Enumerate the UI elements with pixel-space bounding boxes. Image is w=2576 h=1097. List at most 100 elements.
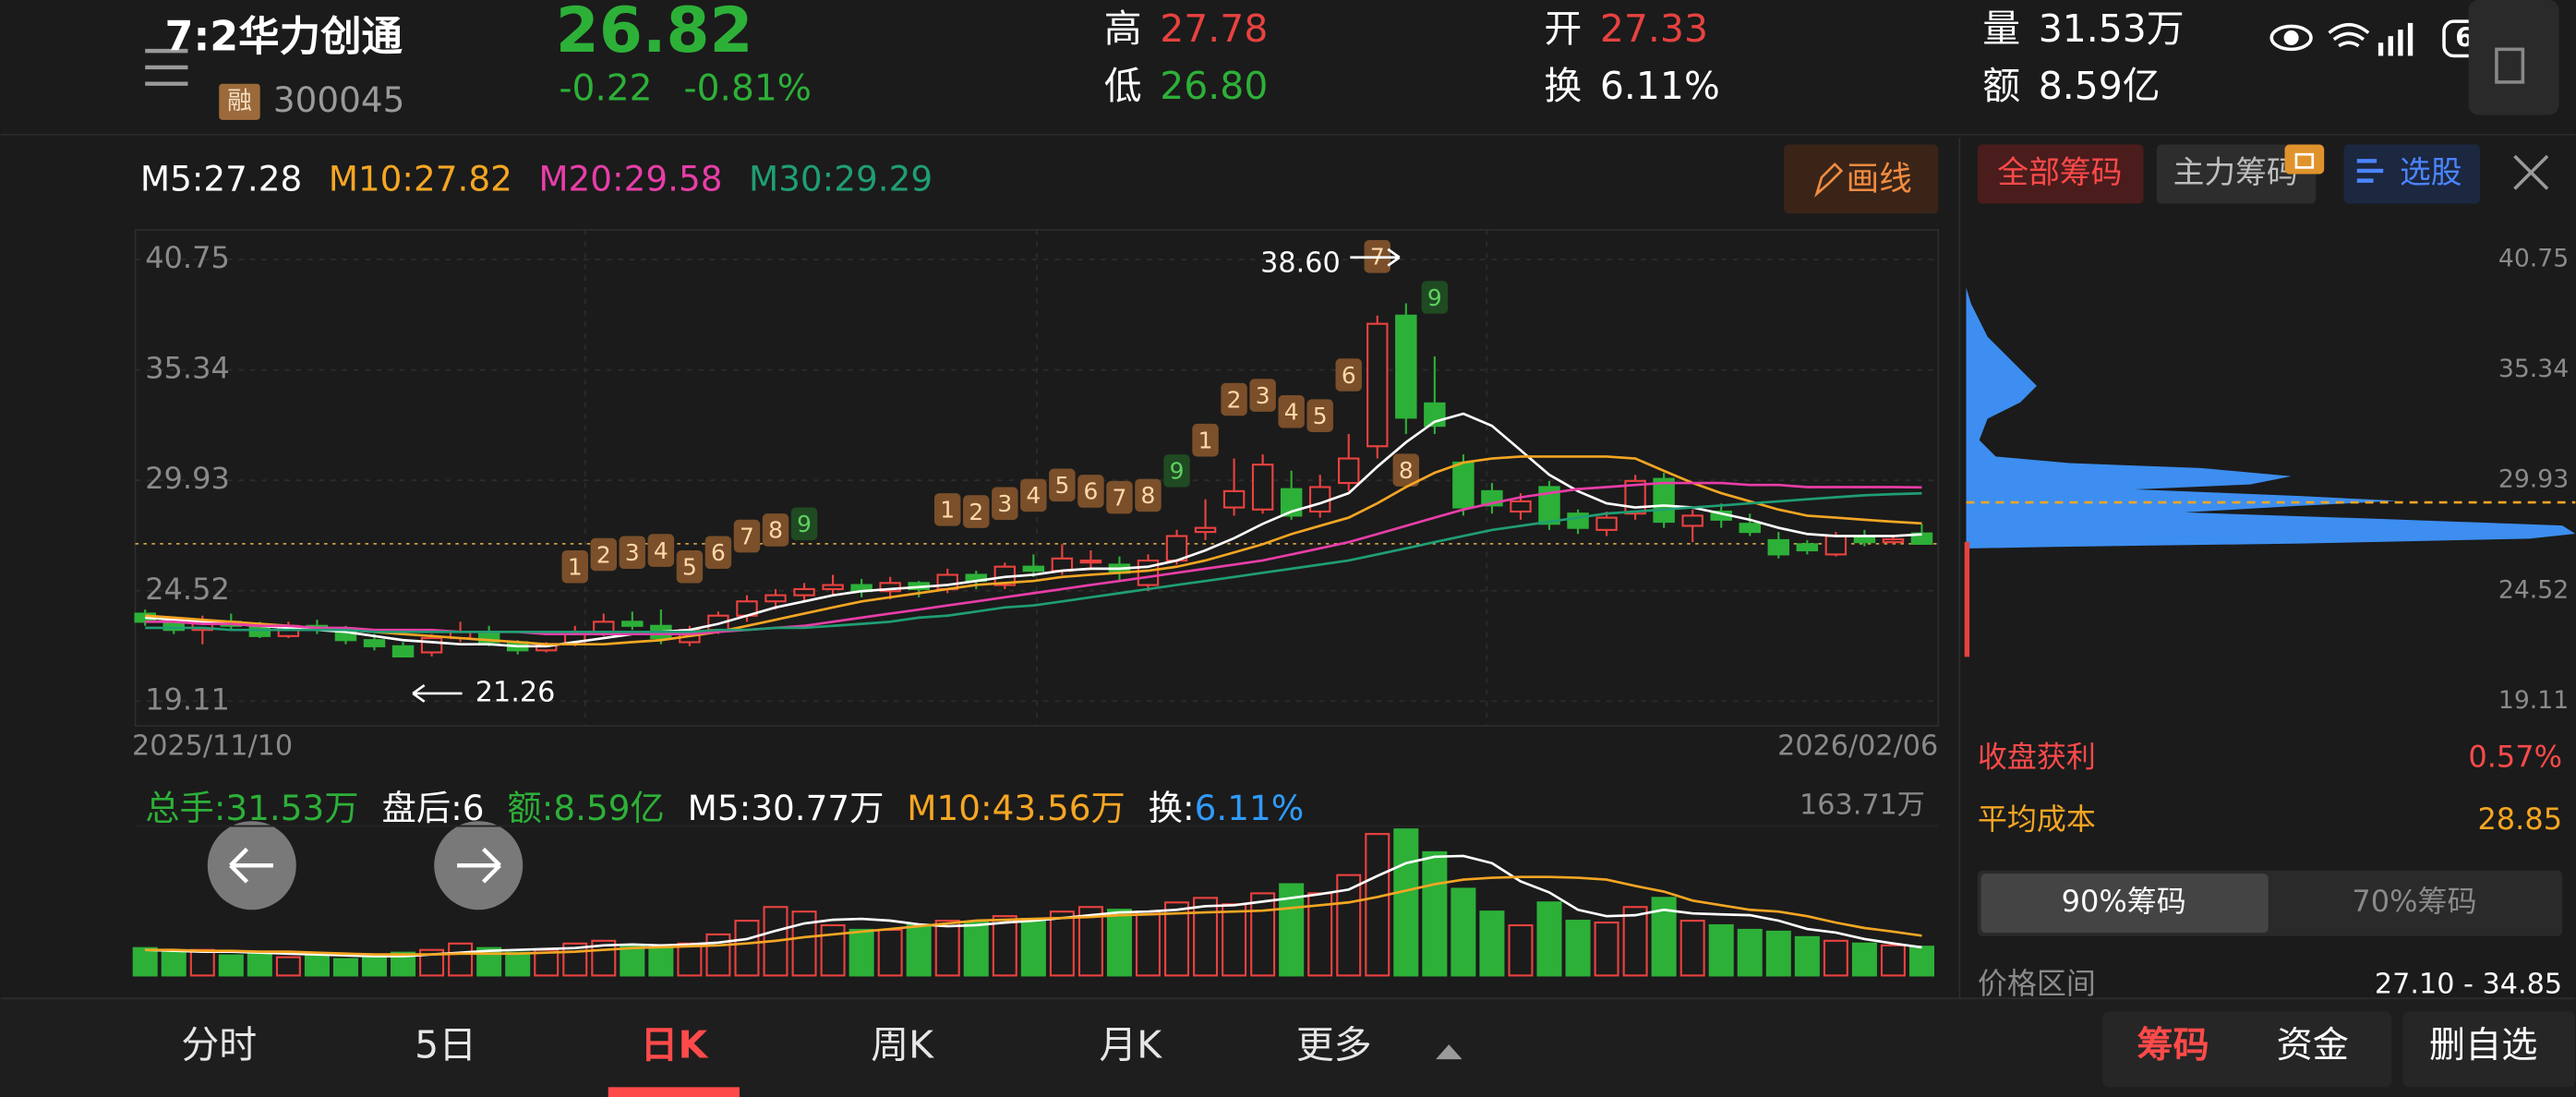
volume-legend-entry: 额:8.59亿 (507, 787, 664, 827)
y-tick-label: 19.11 (145, 681, 230, 717)
profit: 0.57% (2468, 740, 2562, 775)
volume-bar (218, 954, 244, 977)
volume-bars (132, 828, 1934, 977)
nav-tab[interactable]: 分时 (181, 1023, 257, 1067)
volume-bar (849, 928, 874, 977)
volume-bar (505, 951, 531, 977)
volume-bar (992, 915, 1017, 977)
td-badge (1192, 423, 1219, 457)
close-icon[interactable] (2513, 154, 2549, 190)
td-count: 9 (1170, 458, 1185, 485)
more-arrow[interactable] (1436, 1044, 1463, 1060)
td-badge (733, 519, 761, 553)
candle-body (1308, 486, 1331, 513)
volume-legend-entry: 换: (1149, 787, 1195, 827)
candle-body (1796, 543, 1819, 552)
candle-body (1882, 537, 1905, 544)
volume-bar (1049, 910, 1075, 977)
chip-tab-all[interactable] (1977, 144, 2144, 204)
candle-body (1338, 457, 1360, 485)
open: 27.33 (1600, 6, 1708, 51)
volume-legend-entry: 盘后:6 (382, 787, 485, 827)
chips-tab[interactable]: 筹码 (2137, 1025, 2209, 1067)
volume-bar (1622, 906, 1648, 977)
td-badge (1221, 382, 1247, 416)
avg-cost-label: 平均成本 (1978, 802, 2096, 837)
td-badge (1163, 454, 1190, 488)
candle-body (879, 582, 901, 593)
td-badge (1421, 281, 1449, 314)
volume-ma-line (145, 875, 1922, 956)
td-badge (619, 536, 646, 570)
volume-bar (1679, 920, 1705, 977)
td-badge (1049, 468, 1076, 502)
candle-body (363, 639, 386, 647)
high-label: 高 (1104, 6, 1142, 51)
nav-tab[interactable]: 更多 (1296, 1023, 1372, 1067)
td-badge (790, 507, 818, 541)
candle-body (1366, 322, 1389, 448)
ma-line (145, 455, 1922, 646)
volume-bar (1393, 828, 1419, 977)
chip-axis-label: 40.75 (2498, 245, 2569, 273)
draw-button[interactable] (1784, 144, 1939, 214)
td-badge (1135, 478, 1162, 512)
volume-bar (361, 956, 388, 977)
vertical-grid (584, 229, 1488, 727)
candle-body (1767, 538, 1790, 556)
volume-bar (1222, 903, 1247, 977)
chip-range-tab-70-label[interactable]: 70%筹码 (2352, 884, 2476, 919)
stock-pick-tab[interactable] (2343, 144, 2481, 204)
chip-range-tab-90-label: 90%筹码 (2062, 884, 2186, 919)
volume-bar (963, 921, 989, 977)
candle-body (1194, 526, 1217, 534)
ma-line (145, 412, 1922, 648)
volume-bar (132, 946, 158, 977)
volume-bar (1851, 942, 1877, 977)
min-arrow (412, 683, 463, 703)
td-badge (1106, 480, 1133, 514)
legend-entry: M30:29.29 (749, 158, 933, 199)
td-count: 3 (625, 539, 640, 566)
legend-entry: M5:27.28 (140, 158, 302, 199)
chip-range-tab-90[interactable] (1980, 874, 2269, 934)
y-tick-label: 29.93 (145, 461, 230, 496)
volume-bar (1765, 930, 1791, 977)
td-count: 9 (1427, 284, 1442, 311)
chip-tab-main-label: 主力筹码 (2173, 154, 2298, 190)
td-badge (934, 493, 961, 526)
nav-tab[interactable]: 周K (871, 1023, 934, 1067)
menu-icon[interactable] (145, 48, 188, 86)
turnover: 6.11% (1600, 64, 1720, 108)
volume-bar (1908, 946, 1934, 977)
badge-bg (219, 83, 260, 120)
remove-watch-button[interactable] (2402, 1011, 2576, 1088)
volume-bar (1250, 892, 1276, 977)
lock-icon (2294, 152, 2315, 169)
chip-tab-main[interactable] (2156, 144, 2317, 204)
candle-body (391, 645, 415, 657)
td-badge (1249, 379, 1276, 412)
candle-body (621, 621, 644, 627)
td-badge (1278, 394, 1305, 428)
funds-tab[interactable]: 资金 (2277, 1025, 2349, 1067)
candle-body (1395, 314, 1417, 419)
low-label: 低 (1104, 64, 1142, 108)
nav-tabs: 分时 5日 日K 周K 月K 更多 (181, 1023, 1372, 1097)
y-tick-label: 24.52 (145, 572, 230, 607)
volume-bar (1422, 850, 1448, 977)
volume-bar (1365, 833, 1390, 977)
window-button[interactable] (2468, 0, 2559, 115)
nav-tab[interactable]: 5日 (415, 1023, 476, 1067)
candle-body (764, 594, 787, 603)
volume-bar (534, 948, 560, 977)
nav-tab[interactable]: 月K (1099, 1023, 1162, 1067)
amount: 8.59亿 (2039, 64, 2161, 108)
candle-body (1251, 464, 1274, 511)
volume-bar (1020, 918, 1046, 977)
stock-code: 300045 (273, 79, 405, 120)
chip-axis-label: 24.52 (2498, 575, 2569, 604)
nav-tab[interactable]: 日K (641, 1023, 709, 1067)
volume-bar (1193, 897, 1219, 977)
